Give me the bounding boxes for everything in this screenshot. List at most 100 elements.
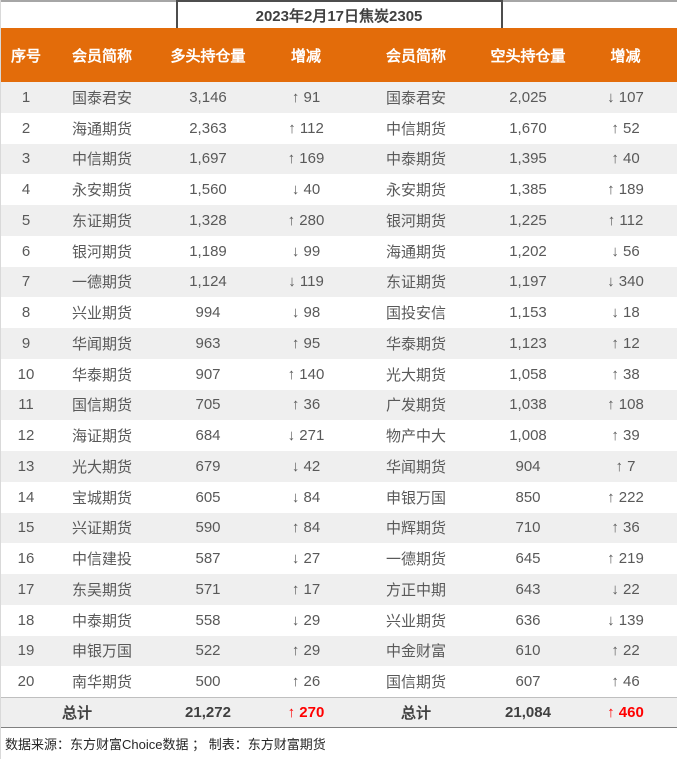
- cell-long-change: ↑ 84: [291, 519, 321, 537]
- cell-long-member: 海通期货: [71, 120, 132, 138]
- cell-long-change: ↑ 26: [291, 673, 321, 691]
- cell-short-member: 方正中期: [385, 581, 446, 599]
- table-row: 20 南华期货 500 ↑ 26 国信期货 607 ↑ 46: [1, 666, 677, 697]
- cell-long-volume: 1,124: [189, 273, 227, 291]
- cell-short-member: 中金财富: [385, 643, 446, 661]
- table-row: 9 华闻期货 963 ↑ 95 华泰期货 1,123 ↑ 12: [1, 328, 677, 359]
- table-body: 1 国泰君安 3,146 ↑ 91 国泰君安 2,025 ↓ 107 2 海通期…: [1, 82, 677, 697]
- cell-long-change: ↓ 119: [288, 273, 324, 291]
- cell-short-volume: 643: [515, 580, 541, 598]
- cell-long-volume: 571: [195, 580, 221, 598]
- cell-short-change: ↑ 189: [607, 181, 644, 199]
- col-header-seq: 序号: [10, 47, 41, 65]
- cell-long-member: 华泰期货: [71, 366, 132, 384]
- table-row: 19 申银万国 522 ↑ 29 中金财富 610 ↑ 22: [1, 635, 677, 667]
- table-row: 14 宝城期货 605 ↓ 84 申银万国 850 ↑ 222: [1, 481, 677, 513]
- cell-long-volume: 2,363: [189, 119, 227, 137]
- table-row: 15 兴证期货 590 ↑ 84 中辉期货 710 ↑ 36: [1, 512, 677, 544]
- cell-short-member: 国信期货: [385, 674, 446, 692]
- cell-short-member: 华闻期货: [385, 458, 446, 476]
- cell-long-member: 申银万国: [71, 643, 132, 661]
- cell-long-member: 光大期货: [71, 458, 132, 476]
- cell-short-volume: 2,025: [509, 88, 547, 106]
- cell-short-volume: 1,153: [509, 304, 547, 322]
- table-row: 8 兴业期货 994 ↓ 98 国投安信 1,153 ↓ 18: [1, 297, 677, 328]
- cell-long-change: ↑ 140: [287, 365, 325, 383]
- cell-long-change: ↓ 29: [291, 611, 321, 629]
- cell-short-volume: 607: [515, 673, 541, 691]
- cell-short-volume: 610: [515, 642, 541, 660]
- cell-short-volume: 636: [515, 611, 541, 629]
- cell-short-volume: 1,225: [509, 211, 547, 229]
- cell-short-member: 兴业期货: [385, 612, 446, 630]
- cell-long-change: ↑ 95: [291, 334, 321, 352]
- col-header-short-member: 会员简称: [385, 47, 446, 65]
- cell-long-member: 东吴期货: [71, 581, 132, 599]
- table-row: 1 国泰君安 3,146 ↑ 91 国泰君安 2,025 ↓ 107: [1, 82, 677, 113]
- cell-short-volume: 1,202: [509, 242, 547, 260]
- cell-short-member: 银河期货: [385, 212, 446, 230]
- cell-short-member: 海通期货: [385, 243, 446, 261]
- cell-seq: 7: [21, 273, 31, 291]
- cell-short-volume: 645: [515, 550, 541, 568]
- cell-short-change: ↓ 56: [611, 242, 640, 260]
- cell-short-change: ↑ 7: [615, 457, 636, 475]
- cell-short-volume: 1,395: [509, 150, 547, 168]
- cell-long-member: 中信建投: [71, 551, 132, 569]
- cell-long-volume: 500: [195, 673, 221, 691]
- table-title: 2023年2月17日焦炭2305: [255, 7, 423, 25]
- table-row: 4 永安期货 1,560 ↓ 40 永安期货 1,385 ↑ 189: [1, 174, 677, 205]
- cell-short-change: ↓ 22: [611, 580, 640, 598]
- total-long-change: ↑ 270: [287, 704, 325, 721]
- cell-long-member: 兴证期货: [71, 520, 132, 538]
- cell-short-member: 一德期货: [385, 551, 446, 569]
- cell-short-volume: 1,670: [509, 119, 547, 137]
- cell-seq: 2: [21, 119, 31, 137]
- cell-short-change: ↓ 340: [607, 273, 644, 291]
- cell-long-volume: 522: [195, 642, 221, 660]
- cell-long-member: 南华期货: [71, 674, 132, 692]
- cell-long-member: 国泰君安: [71, 89, 132, 107]
- source-note: 数据来源：东方财富Choice数据 ； 制表：东方财富期货: [1, 728, 677, 759]
- cell-long-member: 东证期货: [71, 212, 132, 230]
- cell-long-member: 一德期货: [71, 274, 132, 292]
- cell-seq: 1: [21, 88, 31, 106]
- cell-seq: 19: [17, 642, 35, 660]
- cell-short-member: 永安期货: [385, 182, 446, 200]
- cell-short-change: ↑ 46: [611, 673, 640, 691]
- cell-long-volume: 558: [195, 611, 221, 629]
- table-row: 16 中信建投 587 ↓ 27 一德期货 645 ↑ 219: [1, 543, 677, 574]
- cell-short-volume: 1,038: [509, 396, 547, 414]
- col-header-long-member: 会员简称: [71, 47, 132, 65]
- cell-long-member: 兴业期货: [71, 305, 132, 323]
- cell-long-change: ↓ 98: [291, 304, 321, 322]
- cell-long-volume: 3,146: [189, 88, 227, 106]
- cell-long-volume: 590: [195, 519, 221, 537]
- cell-short-volume: 1,008: [509, 427, 547, 445]
- cell-long-change: ↓ 99: [291, 242, 321, 260]
- total-long-volume: 21,272: [185, 704, 231, 721]
- cell-long-change: ↑ 112: [288, 119, 324, 137]
- cell-long-change: ↑ 17: [291, 580, 321, 598]
- cell-short-member: 申银万国: [385, 489, 446, 507]
- cell-long-member: 海证期货: [71, 428, 132, 446]
- cell-short-change: ↑ 108: [607, 396, 644, 414]
- cell-seq: 17: [17, 580, 35, 598]
- cell-short-volume: 1,123: [509, 334, 547, 352]
- title-bar: 2023年2月17日焦炭2305: [1, 0, 677, 28]
- cell-long-volume: 1,697: [189, 150, 227, 168]
- col-header-long-volume: 多头持仓量: [170, 47, 246, 65]
- cell-seq: 16: [17, 550, 35, 568]
- cell-short-member: 国投安信: [385, 305, 446, 323]
- col-header-long-change: 增减: [290, 47, 321, 65]
- table-row: 18 中泰期货 558 ↓ 29 兴业期货 636 ↓ 139: [1, 604, 677, 636]
- cell-seq: 20: [17, 673, 35, 691]
- cell-short-member: 物产中大: [385, 428, 446, 446]
- cell-short-member: 国泰君安: [385, 89, 446, 107]
- table-row: 2 海通期货 2,363 ↑ 112 中信期货 1,670 ↑ 52: [1, 112, 677, 144]
- total-row: 总计 21,272 ↑ 270 总计 21,084 ↑ 460: [1, 697, 677, 728]
- col-header-short-change: 增减: [610, 47, 641, 65]
- cell-long-change: ↓ 271: [287, 427, 325, 445]
- cell-seq: 12: [17, 427, 35, 445]
- cell-short-member: 中辉期货: [385, 520, 446, 538]
